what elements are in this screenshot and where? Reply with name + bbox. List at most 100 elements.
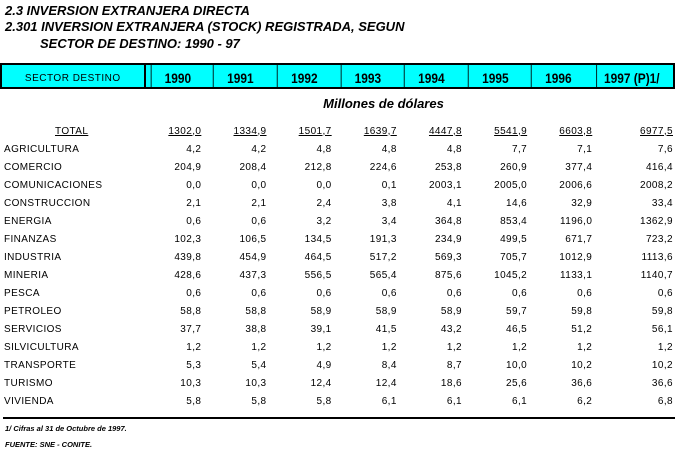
value-cell: 1045,2	[494, 269, 528, 281]
title-line-1: 2.3 INVERSION EXTRANJERA DIRECTA	[5, 3, 250, 18]
table-row: SERVICIOS 37,7 38,8 39,1 41,5 43,2 46,5 51,2 56,…	[0, 320, 677, 338]
value-cell: 5,4	[251, 359, 267, 371]
value-cell: 253,8	[434, 161, 462, 173]
bottom-rule	[3, 417, 675, 419]
value-cell: 2,4	[316, 197, 332, 209]
sector-label: SILVICULTURA	[4, 341, 80, 353]
value-cell: 56,1	[651, 323, 673, 335]
value-cell: 5,8	[251, 395, 267, 407]
value-cell: 1140,7	[640, 269, 673, 281]
sector-label: ENERGIA	[4, 215, 52, 227]
value-cell: 1501,7	[298, 125, 332, 137]
value-cell: 569,3	[434, 251, 462, 263]
value-cell: 1,2	[512, 341, 528, 353]
table-row: CONSTRUCCION 2,1 2,1 2,4 3,8 4,1 14,6 32,9 33,4	[0, 194, 677, 212]
value-cell: 6,2	[577, 395, 593, 407]
value-cell: 41,5	[375, 323, 397, 335]
value-cell: 2,1	[251, 197, 267, 209]
sector-label: TOTAL	[55, 125, 89, 137]
value-cell: 59,8	[651, 305, 673, 317]
value-cell: 416,4	[645, 161, 673, 173]
value-cell: 5541,9	[494, 125, 528, 137]
header-year: 1993	[340, 65, 394, 87]
value-cell: 208,4	[239, 161, 267, 173]
value-cell: 58,9	[440, 305, 462, 317]
table-row: VIVIENDA 5,8 5,8 5,8 6,1 6,1 6,1 6,2 6,8	[0, 392, 677, 410]
value-cell: 1,2	[577, 341, 593, 353]
value-cell: 12,4	[310, 377, 332, 389]
value-cell: 6,1	[446, 395, 462, 407]
value-cell: 39,1	[310, 323, 332, 335]
value-cell: 6,1	[512, 395, 528, 407]
value-cell: 58,9	[310, 305, 332, 317]
value-cell: 0,0	[316, 179, 332, 191]
sector-label: INDUSTRIA	[4, 251, 62, 263]
value-cell: 3,2	[316, 215, 332, 227]
value-cell: 1,2	[446, 341, 462, 353]
value-cell: 260,9	[500, 161, 528, 173]
value-cell: 1133,1	[560, 269, 593, 281]
value-cell: 59,8	[571, 305, 593, 317]
value-cell: 2005,0	[494, 179, 528, 191]
title-line-3: SECTOR DE DESTINO: 1990 - 97	[40, 36, 240, 51]
value-cell: 5,3	[186, 359, 202, 371]
value-cell: 428,6	[174, 269, 202, 281]
sector-label: PETROLEO	[4, 305, 62, 317]
value-cell: 0,6	[316, 287, 332, 299]
value-cell: 36,6	[651, 377, 673, 389]
value-cell: 723,2	[645, 233, 673, 245]
value-cell: 46,5	[506, 323, 528, 335]
value-cell: 58,8	[245, 305, 267, 317]
value-cell: 4,8	[446, 143, 462, 155]
value-cell: 224,6	[369, 161, 397, 173]
header-year: 1992	[276, 65, 331, 87]
value-cell: 1,2	[186, 341, 202, 353]
value-cell: 14,6	[506, 197, 528, 209]
table-row: TRANSPORTE 5,3 5,4 4,9 8,4 8,7 10,0 10,2 10,2	[0, 356, 677, 374]
sector-label: AGRICULTURA	[4, 143, 80, 155]
value-cell: 1,2	[381, 341, 397, 353]
value-cell: 33,4	[651, 197, 673, 209]
table-row: ENERGIA 0,6 0,6 3,2 3,4 364,8 853,4 1196,0 1362,…	[0, 212, 677, 230]
value-cell: 2008,2	[640, 179, 673, 191]
value-cell: 517,2	[369, 251, 397, 263]
data-table: TOTAL 1302,0 1334,9 1501,7 1639,7 4447,8 5541,…	[0, 122, 677, 410]
value-cell: 51,2	[571, 323, 593, 335]
header-year: 1995	[467, 65, 521, 87]
value-cell: 1196,0	[560, 215, 593, 227]
value-cell: 853,4	[500, 215, 528, 227]
value-cell: 12,4	[375, 377, 397, 389]
value-cell: 364,8	[434, 215, 462, 227]
value-cell: 565,4	[369, 269, 397, 281]
header-year: 1991	[213, 65, 267, 87]
table-row: FINANZAS 102,3 106,5 134,5 191,3 234,9 499,5 67…	[0, 230, 677, 248]
value-cell: 4,8	[381, 143, 397, 155]
value-cell: 1334,9	[233, 125, 267, 137]
value-cell: 10,0	[506, 359, 528, 371]
value-cell: 439,8	[174, 251, 202, 263]
value-cell: 0,6	[251, 215, 267, 227]
sector-label: MINERIA	[4, 269, 49, 281]
value-cell: 4,2	[251, 143, 267, 155]
table-row: COMUNICACIONES 0,0 0,0 0,0 0,1 2003,1 2005,0 20…	[0, 176, 677, 194]
value-cell: 106,5	[239, 233, 267, 245]
value-cell: 36,6	[571, 377, 593, 389]
header-year: 1997 (P)1/	[596, 65, 666, 87]
value-cell: 10,3	[180, 377, 202, 389]
value-cell: 499,5	[500, 233, 528, 245]
value-cell: 0,1	[381, 179, 397, 191]
value-cell: 0,6	[657, 287, 673, 299]
value-cell: 6,8	[657, 395, 673, 407]
value-cell: 1302,0	[168, 125, 202, 137]
value-cell: 556,5	[304, 269, 332, 281]
table-row: PESCA 0,6 0,6 0,6 0,6 0,6 0,6 0,6 0,6	[0, 284, 677, 302]
value-cell: 204,9	[174, 161, 202, 173]
value-cell: 1,2	[316, 341, 332, 353]
value-cell: 6,1	[381, 395, 397, 407]
sector-label: FINANZAS	[4, 233, 57, 245]
value-cell: 10,3	[245, 377, 267, 389]
table-row: TURISMO 10,3 10,3 12,4 12,4 18,6 25,6 36,6 36,6	[0, 374, 677, 392]
unit-label: Millones de dólares	[323, 96, 444, 111]
value-cell: 1012,9	[559, 251, 593, 263]
value-cell: 0,6	[186, 287, 202, 299]
